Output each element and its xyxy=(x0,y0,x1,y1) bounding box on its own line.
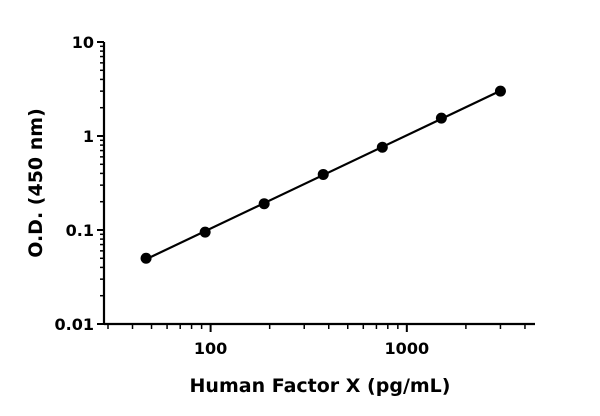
y-tick-label: 0.01 xyxy=(55,315,94,334)
data-point xyxy=(317,168,329,180)
data-point xyxy=(258,198,270,210)
data-point xyxy=(140,252,152,264)
y-tick-label: 0.1 xyxy=(66,221,94,240)
y-tick-label: 1 xyxy=(83,127,94,146)
data-points xyxy=(140,85,506,264)
x-axis-title: Human Factor X (pg/mL) xyxy=(190,375,451,397)
data-point xyxy=(199,226,211,238)
x-tick-label: 1000 xyxy=(385,339,430,358)
y-tick-label: 10 xyxy=(72,33,94,52)
data-point xyxy=(494,85,506,97)
y-axis-title: O.D. (450 nm) xyxy=(25,108,47,258)
data-point xyxy=(376,141,388,153)
data-point xyxy=(435,112,447,124)
axes: 10 1 0.1 0.01 100 1000 xyxy=(55,33,535,358)
x-tick-label: 100 xyxy=(194,339,227,358)
